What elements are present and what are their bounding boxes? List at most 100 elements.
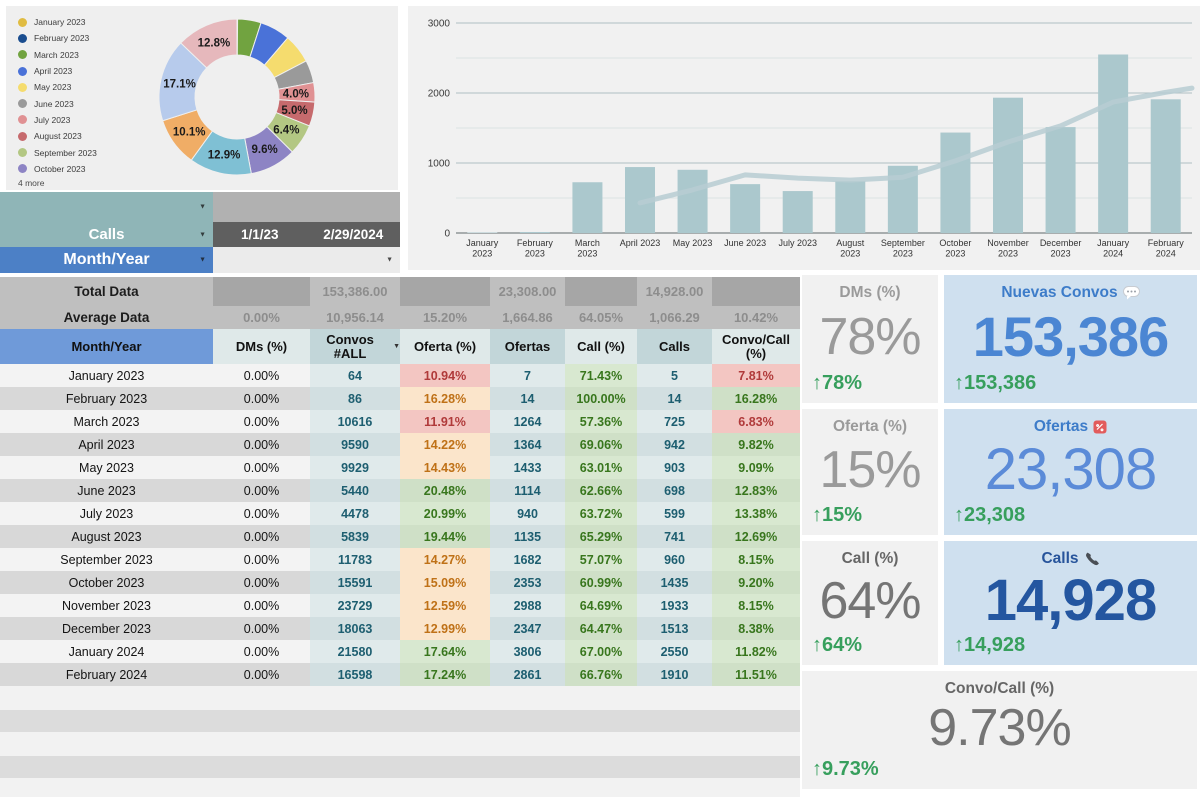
column-header-ofertas[interactable]: Ofertas: [490, 329, 565, 364]
average-value: 0.00%: [243, 310, 280, 325]
legend-item[interactable]: October 2023: [18, 161, 158, 177]
average-value: 1,066.29: [649, 310, 700, 325]
donut-slice-label: 4.0%: [283, 88, 309, 100]
cell-oferta-pct: 15.09%: [400, 571, 490, 594]
donut-slice-label: 6.4%: [273, 124, 299, 136]
donut-chart[interactable]: 4.0% 5.0% 6.4% 9.6% 12.9%10.1% 17.1% 12.8%: [6, 6, 398, 190]
legend-swatch-icon: [18, 99, 27, 109]
cell-oferta-pct: 20.99%: [400, 502, 490, 525]
legend-item[interactable]: September 2023: [18, 144, 158, 160]
kpi-delta-nuevas-convos: ↑153,386: [944, 372, 1197, 403]
column-header-calls[interactable]: Calls: [637, 329, 712, 364]
legend-item[interactable]: January 2023: [18, 14, 158, 30]
kpi-delta-text: 9.73%: [822, 758, 879, 780]
legend-label: October 2023: [34, 163, 86, 174]
kpi-delta-text: 64%: [822, 634, 863, 656]
cell-ofertas: 3806: [490, 640, 565, 663]
kpi-delta-dms: ↑78%: [802, 372, 938, 403]
calls-bar-chart[interactable]: 0 1000 2000 3000 January 2023 February 2023 Marc…: [408, 6, 1200, 270]
legend-item[interactable]: August 2023: [18, 128, 158, 144]
cell-convo-call-pct: 11.82%: [712, 640, 800, 663]
cell-ofertas: 1433: [490, 456, 565, 479]
bar-january-2023[interactable]: [467, 232, 498, 234]
legend-item[interactable]: March 2023: [18, 47, 158, 63]
bar-may-2023[interactable]: [677, 169, 708, 233]
date-range-end[interactable]: 2/29/2024: [323, 227, 384, 242]
legend-item[interactable]: April 2023: [18, 63, 158, 79]
chevron-down-icon[interactable]: ▼: [199, 231, 206, 238]
bar-february-2024[interactable]: [1150, 99, 1181, 233]
kpi-delta-ofertas: ↑23,308: [944, 504, 1197, 535]
bar-august-2023[interactable]: [835, 181, 866, 233]
x-axis-tick-label: November 2023: [987, 238, 1029, 259]
cell-oferta-pct: 14.27%: [400, 548, 490, 571]
cell-call-pct: 62.66%: [565, 479, 637, 502]
cell-ofertas: 1114: [490, 479, 565, 502]
kpi-card-call: Call (%) 64% ↑64%: [802, 541, 938, 665]
cell-oferta-pct: 12.59%: [400, 594, 490, 617]
dimension-filter-dropdown[interactable]: Month/Year ▼: [0, 247, 213, 273]
filter-blank-cell: [213, 192, 400, 222]
cell-calls: 903: [637, 456, 712, 479]
speech-balloon-icon: [1122, 284, 1140, 302]
cell-convos: 5440: [310, 479, 400, 502]
chevron-down-icon[interactable]: ▼: [199, 256, 206, 264]
legend-label: February 2023: [34, 33, 90, 44]
cell-convo-call-pct: 8.38%: [712, 617, 800, 640]
cell-dms: 0.00%: [213, 456, 310, 479]
bar-march-2023[interactable]: [572, 182, 603, 233]
x-axis-tick-label: December 2023: [1040, 238, 1082, 259]
bar-june-2023[interactable]: [730, 184, 761, 233]
legend-swatch-icon: [18, 115, 27, 125]
legend-more-link[interactable]: 4 more: [18, 178, 45, 188]
table-row: April 2023 0.00% 9590 14.22% 1364 69.06% 942 9.…: [0, 433, 800, 456]
bar-october-2023[interactable]: [940, 132, 971, 233]
dimension-filter-value[interactable]: ▼: [213, 247, 400, 273]
cell-month: February 2023: [0, 387, 213, 410]
cell-dms: 0.00%: [213, 571, 310, 594]
cell-calls: 2550: [637, 640, 712, 663]
donut-slice-february-2024[interactable]: [180, 18, 238, 69]
legend-item[interactable]: May 2023: [18, 79, 158, 95]
legend-swatch-icon: [18, 131, 27, 141]
chevron-down-icon[interactable]: ▼: [386, 256, 393, 264]
column-header-dms-[interactable]: DMs (%): [213, 329, 310, 364]
chevron-down-icon[interactable]: ▼: [199, 203, 206, 211]
donut-slice-label: 17.1%: [163, 79, 196, 91]
x-axis-tick-label: February 2023: [517, 238, 554, 259]
legend-item[interactable]: July 2023: [18, 112, 158, 128]
cell-call-pct: 65.29%: [565, 525, 637, 548]
cell-ofertas: 2353: [490, 571, 565, 594]
bar-february-2023[interactable]: [519, 232, 550, 233]
cell-oferta-pct: 19.44%: [400, 525, 490, 548]
column-header-label: Oferta (%): [413, 338, 477, 354]
up-arrow-icon: ↑: [812, 372, 822, 394]
bar-november-2023[interactable]: [993, 97, 1023, 233]
column-header-convos-all[interactable]: Convos #ALL ▼: [310, 329, 400, 364]
legend-item[interactable]: February 2023: [18, 30, 158, 46]
metric-filter-dropdown[interactable]: Calls ▼: [0, 222, 213, 247]
kpi-delta-call: ↑64%: [802, 634, 938, 665]
date-range-start[interactable]: 1/1/23: [240, 227, 279, 242]
table-row: June 2023 0.00% 5440 20.48% 1114 62.66% 698 12.…: [0, 479, 800, 502]
metric-filter-blank[interactable]: ▼: [0, 192, 213, 222]
legend-item[interactable]: June 2023: [18, 95, 158, 111]
cell-ofertas: 1264: [490, 410, 565, 433]
column-header-label: DMs (%): [235, 338, 288, 354]
cell-convos: 16598: [310, 663, 400, 686]
column-header-oferta-[interactable]: Oferta (%): [400, 329, 490, 364]
column-header-call-[interactable]: Call (%): [565, 329, 637, 364]
average-data-label: Average Data: [63, 310, 150, 325]
cell-dms: 0.00%: [213, 548, 310, 571]
sort-chevron-icon[interactable]: ▼: [393, 342, 400, 350]
donut-slice-label: 12.9%: [208, 150, 241, 162]
bar-july-2023[interactable]: [782, 191, 813, 233]
donut-slice-label: 9.6%: [251, 144, 277, 156]
bar-january-2024[interactable]: [1098, 54, 1129, 234]
kpi-title-oferta: Oferta (%): [802, 409, 938, 436]
column-header-month-year[interactable]: Month/Year: [0, 329, 213, 364]
date-range-picker[interactable]: 1/1/23 2/29/2024: [213, 222, 400, 247]
column-header-convo-call-[interactable]: Convo/Call (%): [712, 329, 800, 364]
bar-december-2023[interactable]: [1045, 127, 1076, 233]
cell-convo-call-pct: 8.15%: [712, 594, 800, 617]
